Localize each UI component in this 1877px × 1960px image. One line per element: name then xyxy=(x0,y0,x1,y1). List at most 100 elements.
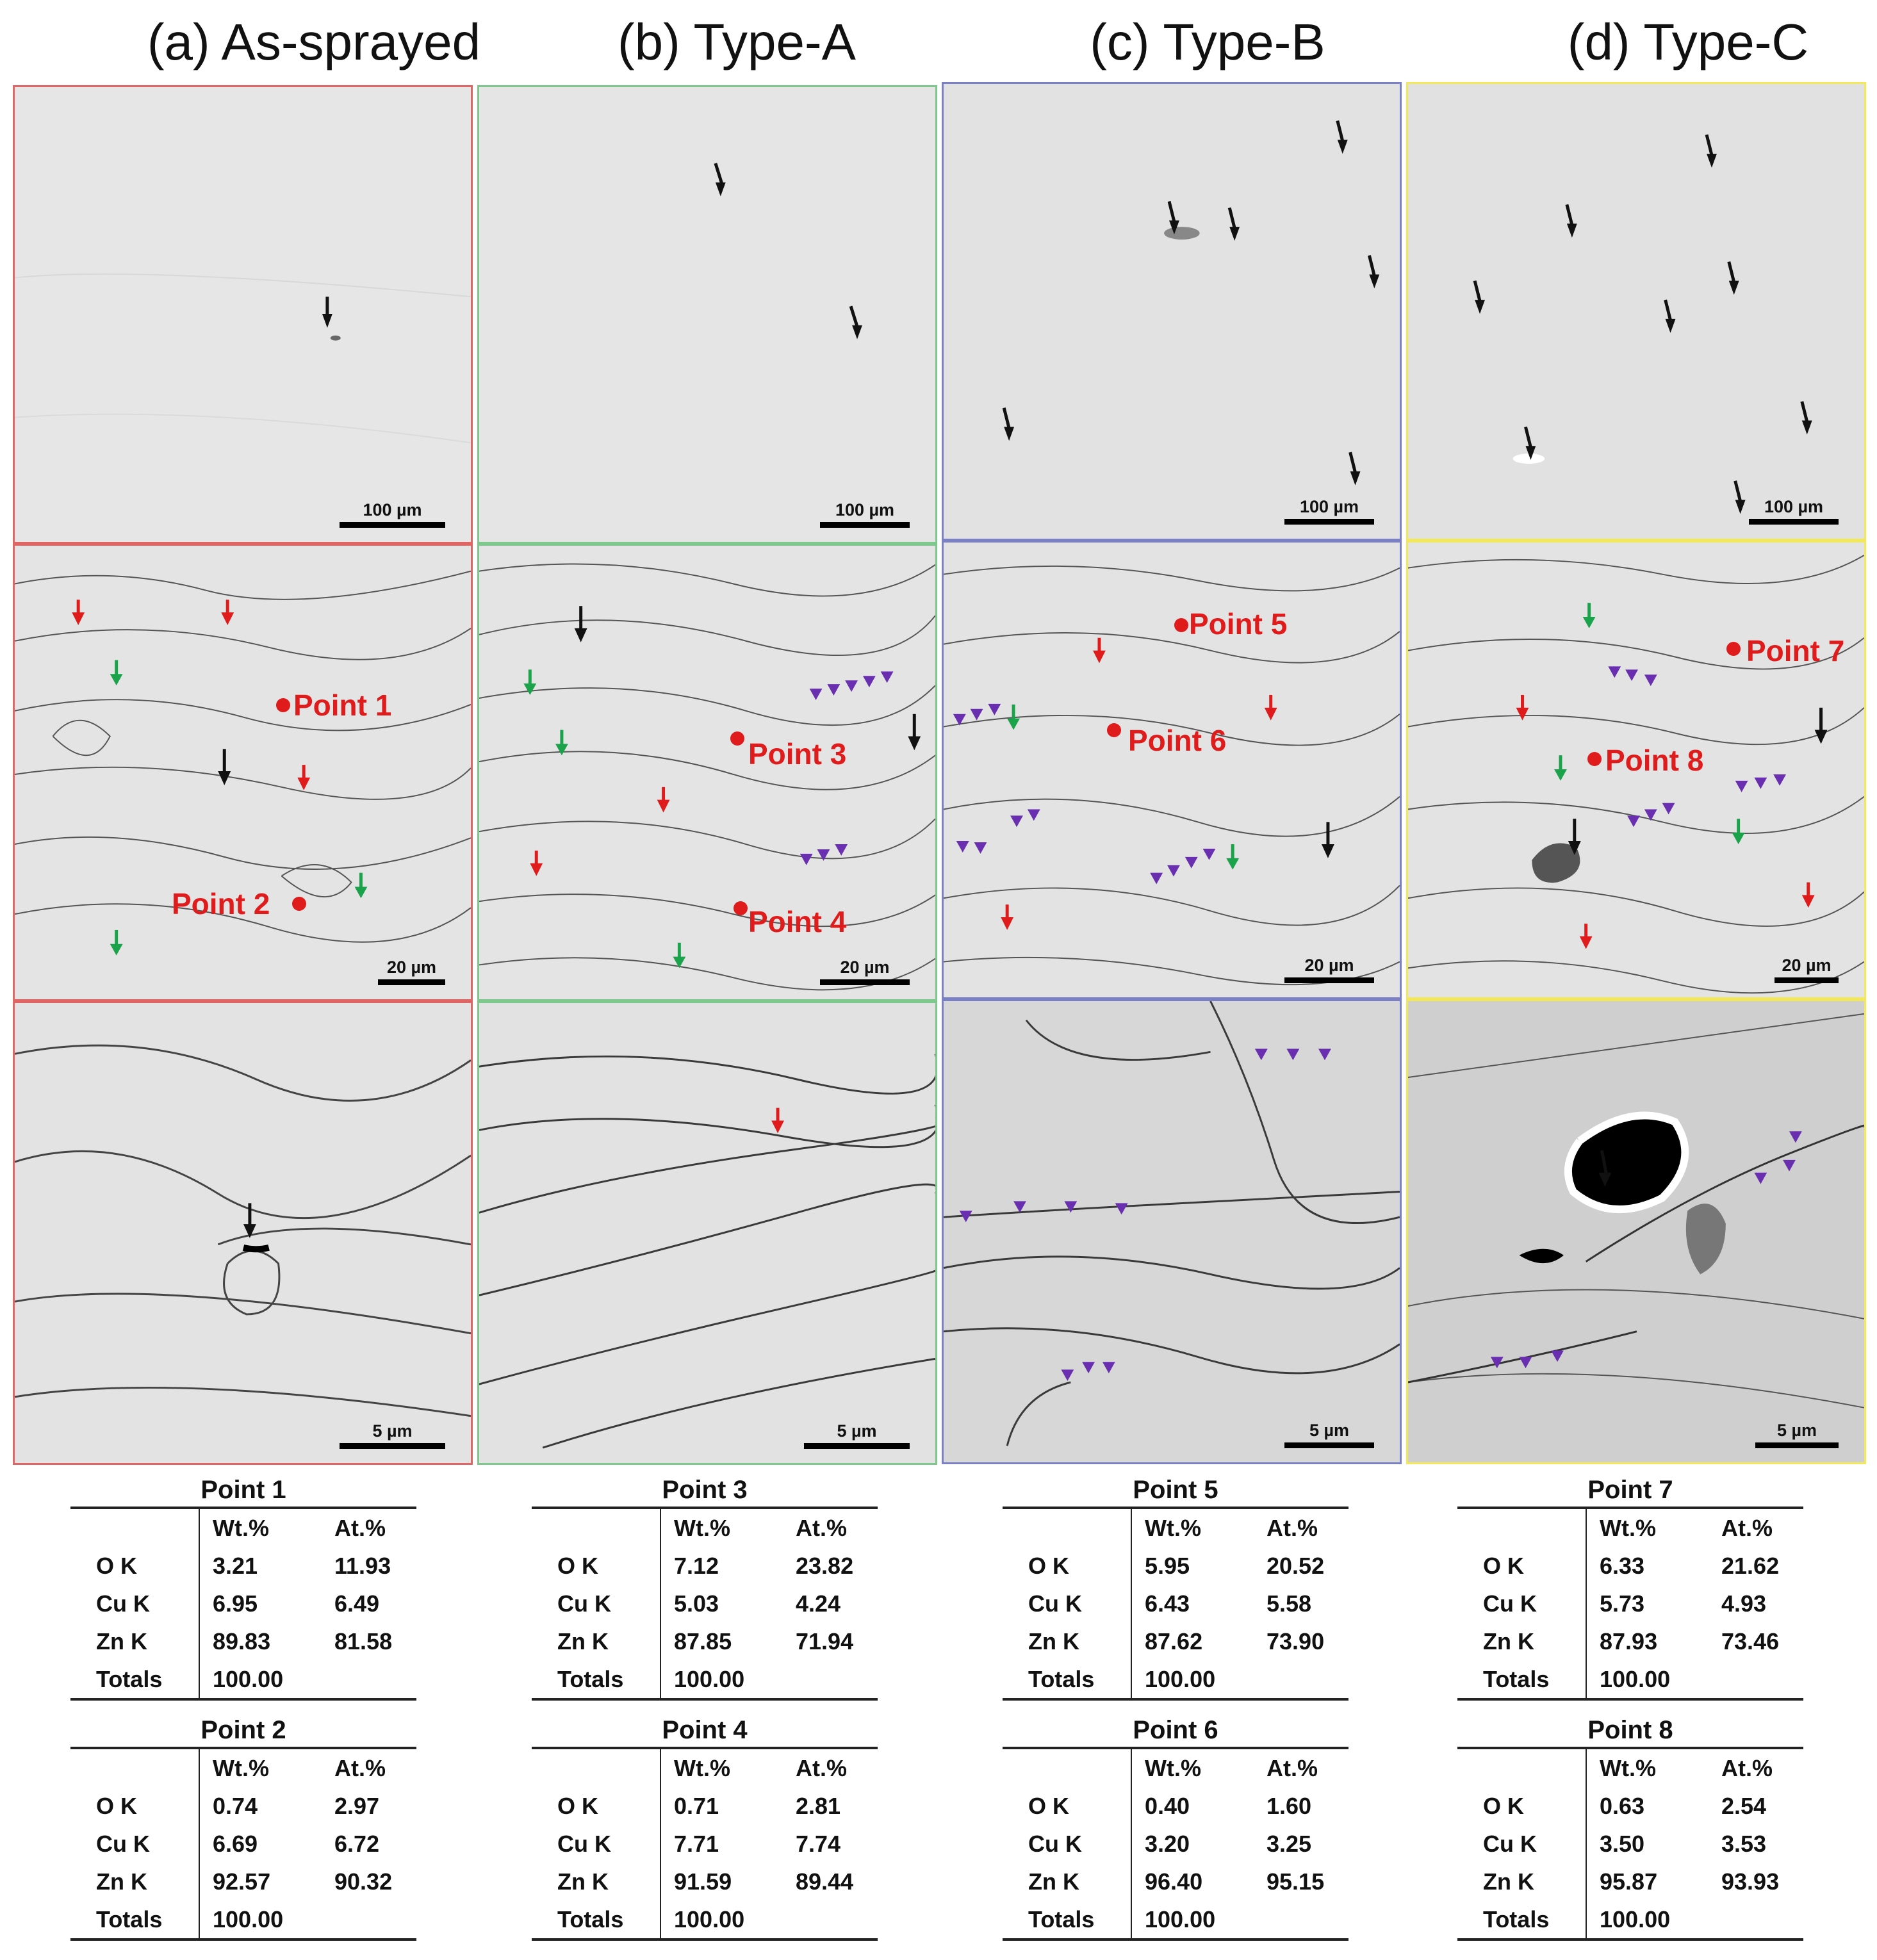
table-cell xyxy=(789,1660,878,1699)
table-row: Cu K 6.43 5.58 xyxy=(1003,1585,1348,1622)
eds-header-row: Wt.% At.% xyxy=(1003,1749,1348,1787)
eds-header-row: Wt.% At.% xyxy=(70,1509,416,1547)
eds-header-cell xyxy=(532,1509,661,1547)
table-cell xyxy=(328,1660,416,1699)
table-row: O K 7.12 23.82 xyxy=(532,1547,878,1585)
micrograph-texture xyxy=(479,1054,935,1449)
table-cell: O K xyxy=(70,1787,200,1825)
table-cell: 96.40 xyxy=(1145,1868,1203,1895)
eds-header-cell: Wt.% xyxy=(1600,1754,1656,1781)
eds-header-cell xyxy=(1003,1509,1132,1547)
eds-table-title: Point 6 xyxy=(1003,1713,1348,1749)
table-cell: 3.25 xyxy=(1266,1830,1312,1857)
table-cell xyxy=(1260,1900,1348,1940)
eds-header-row: Wt.% At.% xyxy=(532,1509,878,1547)
table-cell: 95.15 xyxy=(1266,1868,1325,1895)
table-cell: O K xyxy=(532,1787,661,1825)
micrograph-d-high: 5 µm xyxy=(1406,999,1866,1464)
table-row: Totals 100.00 xyxy=(1003,1660,1348,1699)
micrograph-texture xyxy=(944,565,1400,986)
table-cell: Cu K xyxy=(1003,1825,1132,1863)
table-cell: Totals xyxy=(1457,1660,1587,1699)
eds-table-title: Point 2 xyxy=(70,1713,416,1749)
eds-header-cell: At.% xyxy=(1721,1514,1773,1541)
eds-header-row: Wt.% At.% xyxy=(70,1749,416,1787)
table-row: Cu K 6.95 6.49 xyxy=(70,1585,416,1622)
scale-bar: 20 µm xyxy=(1284,956,1374,983)
table-row: Zn K 87.93 73.46 xyxy=(1457,1622,1803,1660)
table-cell: 71.94 xyxy=(796,1628,854,1654)
micrograph-texture xyxy=(1002,120,1380,486)
table-row: O K 0.40 1.60 xyxy=(1003,1787,1348,1825)
table-cell: 87.62 xyxy=(1145,1628,1203,1654)
eds-header-cell: Wt.% xyxy=(213,1754,269,1781)
point-label: Point 8 xyxy=(1605,744,1704,777)
table-cell xyxy=(789,1900,878,1940)
table-row: Totals 100.00 xyxy=(532,1660,878,1699)
table-row: O K 5.95 20.52 xyxy=(1003,1547,1348,1585)
micrograph-a-mid: Point 1 Point 2 20 µm xyxy=(13,544,473,1001)
eds-header-cell xyxy=(70,1509,200,1547)
micrograph-b-low: 100 µm xyxy=(477,85,937,544)
point-label: Point 7 xyxy=(1746,634,1845,667)
micrograph-texture xyxy=(15,570,471,956)
table-row: Totals 100.00 xyxy=(532,1900,878,1940)
eds-table: Point 1 Wt.% At.% O K 3.21 11.93 Cu K 6.95 6.49 Z… xyxy=(70,1473,416,1701)
micrograph-texture xyxy=(15,273,471,444)
table-cell: O K xyxy=(70,1547,200,1585)
table-cell: Totals xyxy=(532,1660,661,1699)
point-label: Point 5 xyxy=(1189,607,1288,641)
eds-header-cell xyxy=(1457,1749,1587,1787)
table-cell: 0.74 xyxy=(213,1792,258,1819)
micrograph-a-low: 100 µm xyxy=(13,85,473,544)
table-cell: 6.49 xyxy=(334,1590,380,1617)
table-row: Cu K 5.03 4.24 xyxy=(532,1585,878,1622)
scale-bar: 20 µm xyxy=(820,958,910,985)
eds-header-cell xyxy=(1457,1509,1587,1547)
scale-bar: 100 µm xyxy=(340,500,445,528)
scale-bar: 5 µm xyxy=(1284,1421,1374,1448)
scale-bar: 100 µm xyxy=(1284,497,1374,525)
table-cell: 5.03 xyxy=(674,1590,719,1617)
eds-table-title: Point 3 xyxy=(532,1473,878,1509)
table-cell: Zn K xyxy=(532,1622,661,1660)
table-row: Zn K 92.57 90.32 xyxy=(70,1863,416,1900)
table-cell: 100.00 xyxy=(1145,1906,1216,1932)
eds-table-title: Point 4 xyxy=(532,1713,878,1749)
column-title-c: (c) Type-B xyxy=(1090,13,1325,70)
table-cell: 100.00 xyxy=(213,1906,284,1932)
table-cell: 1.60 xyxy=(1266,1792,1312,1819)
eds-header-row: Wt.% At.% xyxy=(1003,1509,1348,1547)
table-cell: Totals xyxy=(1003,1660,1132,1699)
table-cell: Cu K xyxy=(1457,1825,1587,1863)
table-cell: 5.58 xyxy=(1266,1590,1312,1617)
table-cell: 3.53 xyxy=(1721,1830,1767,1857)
eds-table-title: Point 8 xyxy=(1457,1713,1803,1749)
micrograph-d-mid: Point 7 Point 8 20 µm xyxy=(1406,541,1866,999)
eds-header-cell xyxy=(70,1749,200,1787)
point-label: Point 2 xyxy=(172,887,270,920)
table-cell: Zn K xyxy=(1003,1622,1132,1660)
table-cell: O K xyxy=(1003,1547,1132,1585)
point-label: Point 3 xyxy=(748,737,847,771)
scale-bar: 5 µm xyxy=(804,1421,910,1449)
table-row: Zn K 96.40 95.15 xyxy=(1003,1863,1348,1900)
table-row: Cu K 7.71 7.74 xyxy=(532,1825,878,1863)
point-label: Point 4 xyxy=(748,905,847,938)
eds-header-cell: At.% xyxy=(1721,1754,1773,1781)
table-row: Cu K 3.20 3.25 xyxy=(1003,1825,1348,1863)
eds-table: Point 8 Wt.% At.% O K 0.63 2.54 Cu K 3.50 3.53 Zn… xyxy=(1457,1713,1803,1941)
table-cell: 21.62 xyxy=(1721,1552,1780,1579)
eds-header-cell: At.% xyxy=(1266,1514,1318,1541)
table-cell: 90.32 xyxy=(334,1868,393,1895)
table-row: O K 6.33 21.62 xyxy=(1457,1547,1803,1585)
micrograph-texture xyxy=(479,563,935,991)
table-cell: Cu K xyxy=(70,1585,200,1622)
scale-bar: 100 µm xyxy=(820,500,910,528)
eds-table-title: Point 5 xyxy=(1003,1473,1348,1509)
table-cell: 6.95 xyxy=(213,1590,258,1617)
table-cell: 5.73 xyxy=(1600,1590,1645,1617)
table-cell: Zn K xyxy=(1457,1863,1587,1900)
micrograph-texture xyxy=(1408,1013,1864,1409)
table-cell: 7.74 xyxy=(796,1830,841,1857)
